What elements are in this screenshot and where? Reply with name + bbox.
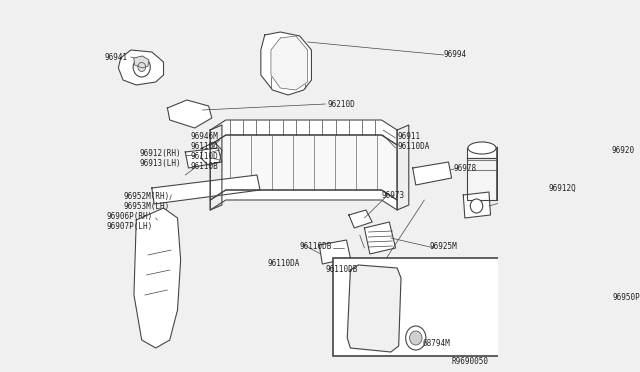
- Polygon shape: [349, 210, 372, 228]
- Polygon shape: [118, 50, 163, 85]
- Polygon shape: [168, 100, 212, 128]
- Text: 96110D: 96110D: [190, 151, 218, 160]
- Bar: [333, 258, 520, 356]
- Polygon shape: [210, 120, 397, 145]
- Ellipse shape: [138, 62, 146, 71]
- Polygon shape: [497, 140, 506, 200]
- Polygon shape: [210, 190, 397, 210]
- Text: 96110DB: 96110DB: [300, 241, 332, 250]
- Text: 96978: 96978: [454, 164, 477, 173]
- Text: 96110DA: 96110DA: [268, 260, 300, 269]
- Text: 96110DA: 96110DA: [397, 141, 429, 151]
- Text: 96941: 96941: [104, 52, 128, 61]
- Text: 96952M(RH): 96952M(RH): [124, 192, 170, 201]
- Polygon shape: [348, 265, 401, 352]
- Text: 96946M: 96946M: [190, 131, 218, 141]
- Polygon shape: [210, 135, 397, 200]
- Text: 96911: 96911: [397, 131, 420, 141]
- Text: 96912Q: 96912Q: [548, 183, 576, 192]
- Text: 68794M: 68794M: [423, 340, 451, 349]
- Polygon shape: [364, 222, 396, 254]
- Polygon shape: [319, 240, 350, 264]
- Text: 96912(RH): 96912(RH): [139, 148, 180, 157]
- Polygon shape: [201, 142, 222, 165]
- Text: 96925M: 96925M: [430, 241, 458, 250]
- Polygon shape: [186, 148, 222, 168]
- Polygon shape: [134, 56, 148, 68]
- Text: 96210D: 96210D: [327, 99, 355, 109]
- Text: 96913(LH): 96913(LH): [139, 158, 180, 167]
- Polygon shape: [210, 125, 222, 210]
- Polygon shape: [467, 148, 497, 158]
- Text: 96920: 96920: [611, 145, 634, 154]
- Text: 96110DB: 96110DB: [326, 266, 358, 275]
- Polygon shape: [261, 32, 312, 95]
- Ellipse shape: [133, 57, 150, 77]
- Ellipse shape: [410, 331, 422, 345]
- Polygon shape: [134, 208, 180, 348]
- Ellipse shape: [468, 142, 496, 154]
- Text: 96994: 96994: [444, 49, 467, 58]
- Text: R9690050: R9690050: [452, 357, 489, 366]
- Polygon shape: [413, 162, 452, 185]
- Polygon shape: [152, 175, 260, 204]
- Polygon shape: [463, 192, 490, 218]
- Text: 96973: 96973: [381, 190, 404, 199]
- Polygon shape: [397, 125, 409, 210]
- Ellipse shape: [406, 326, 426, 350]
- Text: 96950P: 96950P: [612, 294, 640, 302]
- Text: 96953M(LH): 96953M(LH): [124, 202, 170, 211]
- Text: 96110B: 96110B: [190, 161, 218, 170]
- Text: 96906P(RH): 96906P(RH): [106, 212, 152, 221]
- Text: 96110D: 96110D: [190, 141, 218, 151]
- Polygon shape: [467, 158, 497, 200]
- Ellipse shape: [470, 199, 483, 213]
- Text: 96907P(LH): 96907P(LH): [106, 221, 152, 231]
- Polygon shape: [271, 36, 308, 90]
